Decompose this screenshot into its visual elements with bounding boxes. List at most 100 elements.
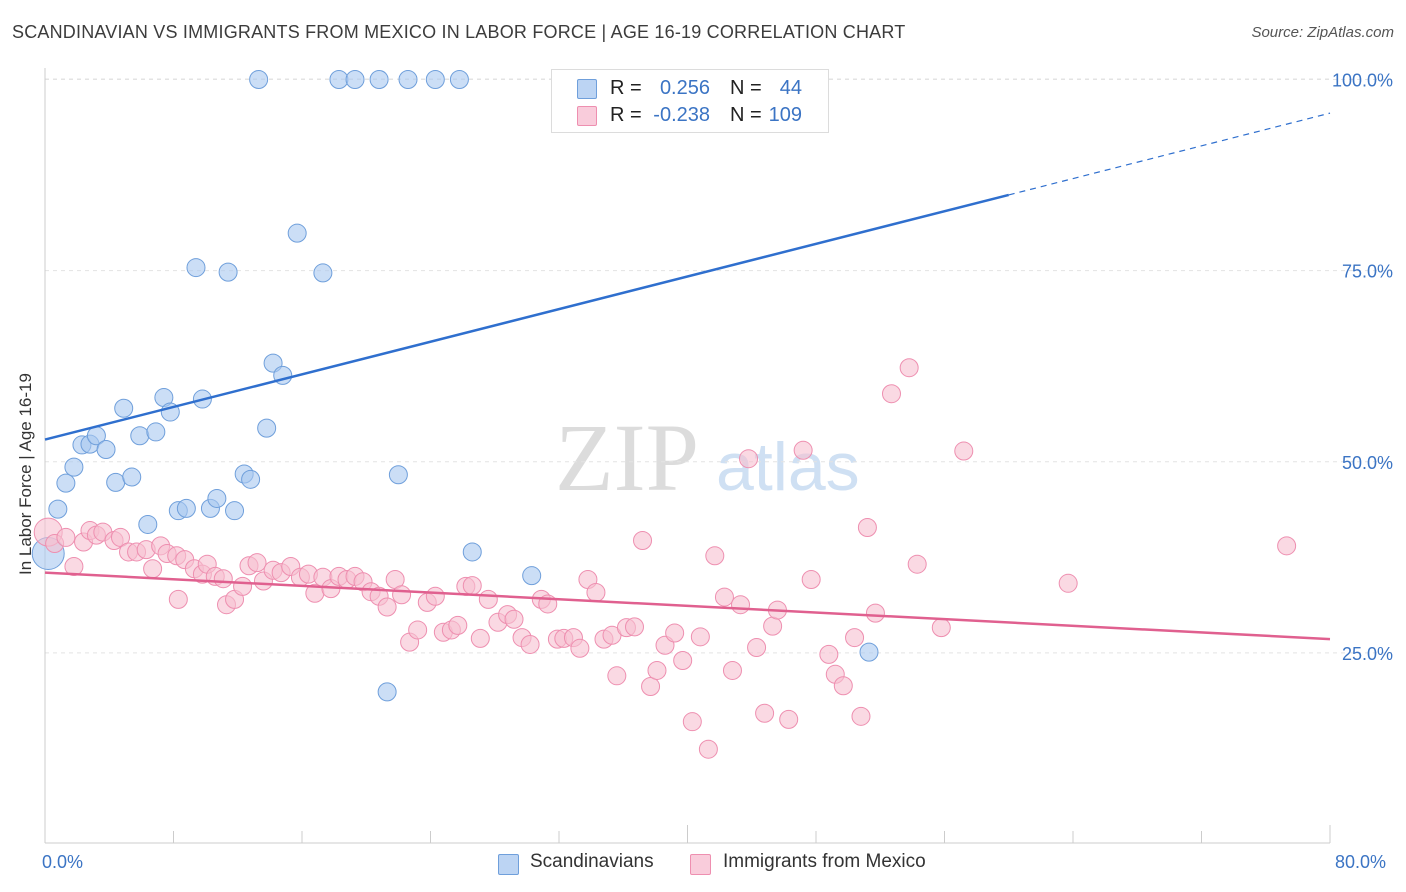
mexico-point [845,628,865,648]
y-tick-label: 25.0% [1342,644,1393,664]
mexico-point [714,587,734,607]
scandinavian-point [313,263,333,283]
legend-row-scandinavians: R = 0.256 N = 44 [552,75,828,101]
scandinavian-point [225,501,245,521]
mexico-point [377,597,397,617]
scandinavian-point [186,258,206,278]
mexico-point [857,517,877,537]
mexico-point [408,620,428,640]
scandinavian-point [345,70,365,89]
mexico-point [478,589,498,609]
legend-swatch-blue [577,79,597,99]
mexico-point [931,618,951,638]
mexico-point [722,660,742,680]
mexico-point [755,703,775,723]
scandinavian-point [130,426,150,446]
scandinavian-point [138,514,158,534]
mexico-point [779,709,799,729]
mexico-point [682,712,702,732]
legend-r-value: 0.256 [659,77,710,99]
scandinavian-point [114,398,134,418]
legend-n-value: 44 [779,77,802,99]
legend-r-value: -0.238 [653,104,710,126]
mexico-point [851,706,871,726]
scandinavian-point [522,566,542,586]
watermark-zip: ZIP [555,404,699,511]
x-axis-max-label: 80.0% [1335,852,1387,872]
mexico-point [881,384,901,404]
scandinavian-point [218,262,238,282]
mexico-point [520,634,540,654]
legend-swatch-pink [577,106,597,126]
mexico-point [233,576,253,596]
scandinavian-point [449,70,469,89]
bottom-legend-swatch-blue [498,854,519,875]
mexico-point [143,559,163,579]
mexico-point [504,609,524,629]
mexico-point [64,556,84,576]
mexico-point [747,638,767,658]
scandinavian-point [425,70,445,89]
mexico-point [110,527,130,547]
mexico-point [1277,536,1297,556]
source-label: Source: ZipAtlas.com [1251,24,1394,41]
y-tick-label: 50.0% [1342,453,1393,473]
chart-title: SCANDINAVIAN VS IMMIGRANTS FROM MEXICO I… [12,22,906,42]
mexico-point [392,585,412,605]
legend-n-label: N = [730,104,762,126]
y-axis-title: In Labor Force | Age 16-19 [16,373,35,575]
scandinavian-trend-extension [1008,112,1331,196]
scandinavian-trend-line [44,193,1010,441]
correlation-legend: R = 0.256 N = 44 R = -0.238 N = 109 [551,69,829,133]
mexico-point [690,627,710,647]
mexico-point [899,358,919,378]
scandinavian-point [377,682,397,702]
scandinavian-point [96,440,116,460]
scandinavian-point [241,469,261,489]
legend-n-label: N = [730,77,762,99]
bottom-legend-label: Scandinavians [530,851,654,872]
scandinavian-point [48,499,68,519]
scandinavian-point [257,418,277,438]
legend-r-label: R = [610,104,642,126]
mexico-point [865,603,885,623]
scandinavian-point [287,223,307,243]
scandinavian-point [859,642,879,662]
mexico-point [673,651,693,671]
mexico-point [833,676,853,696]
scandinavian-point [207,488,227,508]
mexico-point [425,586,445,606]
mexico-point [705,546,725,566]
x-axis-min-label: 0.0% [42,852,84,872]
mexico-point [1058,573,1078,593]
bottom-legend-swatch-pink [690,854,711,875]
legend-r-label: R = [610,77,642,99]
mexico-point [624,617,644,637]
scandinavian-point [462,542,482,562]
mexico-point [739,449,759,469]
mexico-point [801,569,821,589]
mexico-point [793,440,813,460]
mexico-point [907,554,927,574]
scandinavian-point [122,467,142,487]
watermark-atlas: atlas [716,429,860,505]
scandinavian-point [369,70,389,89]
legend-row-mexico: R = -0.238 N = 109 [552,102,828,128]
mexico-point [168,589,188,609]
scandinavian-point [176,498,196,518]
mexico-point [641,677,661,697]
scandinavian-point [329,70,349,89]
mexico-point [731,595,751,615]
mexico-point [647,660,667,680]
mexico-point [448,615,468,635]
scandinavian-point [146,422,166,442]
scandinavian-point [249,70,269,89]
mexico-point [633,530,653,550]
mexico-point [56,527,76,547]
scandinavian-point [106,472,126,492]
scandinavian-point [398,70,418,89]
scandinavian-point [56,473,76,493]
mexico-trend-line [44,571,1331,641]
scandinavian-point [64,457,84,477]
